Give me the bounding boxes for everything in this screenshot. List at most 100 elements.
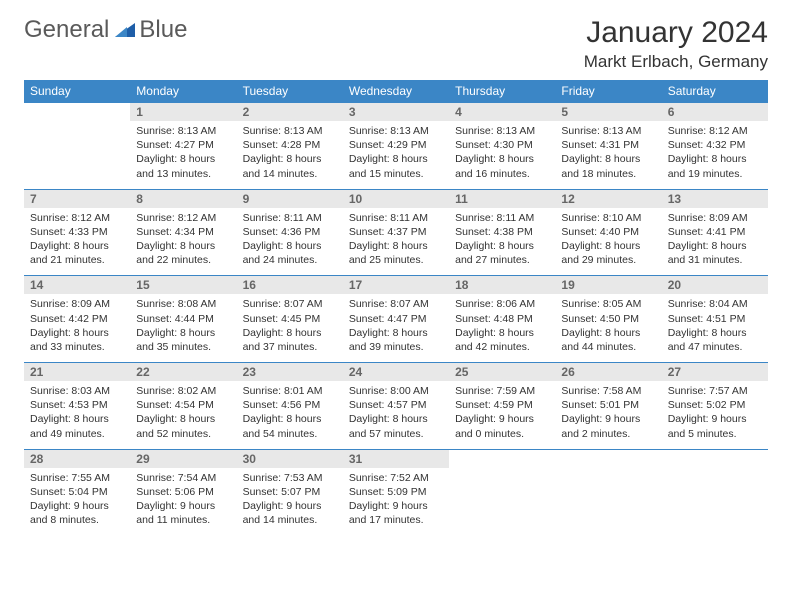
day-number-cell (662, 449, 768, 468)
daylight-text-2: and 42 minutes. (455, 340, 549, 354)
day-content-cell: Sunrise: 8:06 AMSunset: 4:48 PMDaylight:… (449, 294, 555, 362)
daylight-text-2: and 17 minutes. (349, 513, 443, 527)
daynum-row: 21222324252627 (24, 363, 768, 382)
sunrise-text: Sunrise: 7:57 AM (668, 384, 762, 398)
calendar-table: Sunday Monday Tuesday Wednesday Thursday… (24, 80, 768, 535)
daylight-text-2: and 52 minutes. (136, 427, 230, 441)
day-number-cell: 21 (24, 363, 130, 382)
day-number-cell: 28 (24, 449, 130, 468)
day-number-cell: 20 (662, 276, 768, 295)
day-content-cell: Sunrise: 8:02 AMSunset: 4:54 PMDaylight:… (130, 381, 236, 449)
daylight-text-2: and 16 minutes. (455, 167, 549, 181)
brand-logo: General Blue (24, 16, 187, 44)
brand-word2: Blue (139, 16, 187, 44)
day-number-cell: 5 (555, 103, 661, 122)
day-content-cell: Sunrise: 8:13 AMSunset: 4:31 PMDaylight:… (555, 121, 661, 189)
day-content-cell: Sunrise: 8:13 AMSunset: 4:30 PMDaylight:… (449, 121, 555, 189)
day-header-cell: Monday (130, 80, 236, 103)
day-content-cell: Sunrise: 8:10 AMSunset: 4:40 PMDaylight:… (555, 208, 661, 276)
day-number-cell (449, 449, 555, 468)
daylight-text-1: Daylight: 9 hours (136, 499, 230, 513)
daylight-text-1: Daylight: 8 hours (136, 152, 230, 166)
daylight-text-2: and 31 minutes. (668, 253, 762, 267)
sunrise-text: Sunrise: 8:10 AM (561, 211, 655, 225)
day-header-cell: Sunday (24, 80, 130, 103)
daylight-text-1: Daylight: 8 hours (136, 326, 230, 340)
sunset-text: Sunset: 4:57 PM (349, 398, 443, 412)
day-content-cell: Sunrise: 8:09 AMSunset: 4:41 PMDaylight:… (662, 208, 768, 276)
day-content-cell: Sunrise: 7:58 AMSunset: 5:01 PMDaylight:… (555, 381, 661, 449)
daylight-text-2: and 44 minutes. (561, 340, 655, 354)
day-number-cell: 9 (237, 189, 343, 208)
day-content-cell: Sunrise: 8:00 AMSunset: 4:57 PMDaylight:… (343, 381, 449, 449)
sunrise-text: Sunrise: 8:13 AM (243, 124, 337, 138)
daylight-text-1: Daylight: 8 hours (561, 239, 655, 253)
day-number-cell: 2 (237, 103, 343, 122)
day-number-cell: 30 (237, 449, 343, 468)
content-row: Sunrise: 8:09 AMSunset: 4:42 PMDaylight:… (24, 294, 768, 362)
content-row: Sunrise: 7:55 AMSunset: 5:04 PMDaylight:… (24, 468, 768, 536)
sunset-text: Sunset: 4:50 PM (561, 312, 655, 326)
sunrise-text: Sunrise: 8:11 AM (455, 211, 549, 225)
daylight-text-2: and 14 minutes. (243, 167, 337, 181)
day-number-cell: 6 (662, 103, 768, 122)
day-header-cell: Thursday (449, 80, 555, 103)
sunrise-text: Sunrise: 7:58 AM (561, 384, 655, 398)
daylight-text-2: and 24 minutes. (243, 253, 337, 267)
day-header-row: Sunday Monday Tuesday Wednesday Thursday… (24, 80, 768, 103)
daylight-text-1: Daylight: 8 hours (136, 412, 230, 426)
daylight-text-2: and 35 minutes. (136, 340, 230, 354)
daylight-text-1: Daylight: 8 hours (561, 326, 655, 340)
month-title: January 2024 (584, 16, 768, 50)
sunset-text: Sunset: 4:33 PM (30, 225, 124, 239)
daylight-text-1: Daylight: 9 hours (455, 412, 549, 426)
sunset-text: Sunset: 5:06 PM (136, 485, 230, 499)
day-number-cell: 27 (662, 363, 768, 382)
daylight-text-2: and 25 minutes. (349, 253, 443, 267)
daylight-text-2: and 19 minutes. (668, 167, 762, 181)
daylight-text-2: and 8 minutes. (30, 513, 124, 527)
day-number-cell: 15 (130, 276, 236, 295)
sunrise-text: Sunrise: 7:59 AM (455, 384, 549, 398)
sunrise-text: Sunrise: 7:52 AM (349, 471, 443, 485)
day-number-cell: 1 (130, 103, 236, 122)
day-number-cell: 7 (24, 189, 130, 208)
sunset-text: Sunset: 4:30 PM (455, 138, 549, 152)
daylight-text-1: Daylight: 8 hours (561, 152, 655, 166)
daylight-text-1: Daylight: 8 hours (349, 239, 443, 253)
day-content-cell: Sunrise: 8:07 AMSunset: 4:45 PMDaylight:… (237, 294, 343, 362)
sunset-text: Sunset: 4:45 PM (243, 312, 337, 326)
sunset-text: Sunset: 4:51 PM (668, 312, 762, 326)
daylight-text-1: Daylight: 8 hours (30, 239, 124, 253)
day-number-cell: 13 (662, 189, 768, 208)
day-number-cell (24, 103, 130, 122)
day-content-cell: Sunrise: 8:05 AMSunset: 4:50 PMDaylight:… (555, 294, 661, 362)
sunset-text: Sunset: 4:53 PM (30, 398, 124, 412)
day-content-cell (662, 468, 768, 536)
day-content-cell: Sunrise: 7:59 AMSunset: 4:59 PMDaylight:… (449, 381, 555, 449)
daynum-row: 28293031 (24, 449, 768, 468)
day-number-cell (555, 449, 661, 468)
daylight-text-1: Daylight: 8 hours (455, 239, 549, 253)
day-content-cell: Sunrise: 7:52 AMSunset: 5:09 PMDaylight:… (343, 468, 449, 536)
day-number-cell: 31 (343, 449, 449, 468)
sunrise-text: Sunrise: 8:12 AM (668, 124, 762, 138)
sunset-text: Sunset: 4:28 PM (243, 138, 337, 152)
sunset-text: Sunset: 5:04 PM (30, 485, 124, 499)
sunrise-text: Sunrise: 8:13 AM (455, 124, 549, 138)
daylight-text-2: and 47 minutes. (668, 340, 762, 354)
day-content-cell (555, 468, 661, 536)
daylight-text-2: and 5 minutes. (668, 427, 762, 441)
daylight-text-2: and 21 minutes. (30, 253, 124, 267)
day-number-cell: 14 (24, 276, 130, 295)
sail-icon (113, 18, 137, 36)
day-number-cell: 8 (130, 189, 236, 208)
day-number-cell: 26 (555, 363, 661, 382)
sunset-text: Sunset: 5:09 PM (349, 485, 443, 499)
sunrise-text: Sunrise: 8:04 AM (668, 297, 762, 311)
header: General Blue January 2024 Markt Erlbach,… (24, 16, 768, 72)
sunset-text: Sunset: 4:37 PM (349, 225, 443, 239)
sunset-text: Sunset: 4:44 PM (136, 312, 230, 326)
daylight-text-1: Daylight: 8 hours (243, 326, 337, 340)
daynum-row: 78910111213 (24, 189, 768, 208)
